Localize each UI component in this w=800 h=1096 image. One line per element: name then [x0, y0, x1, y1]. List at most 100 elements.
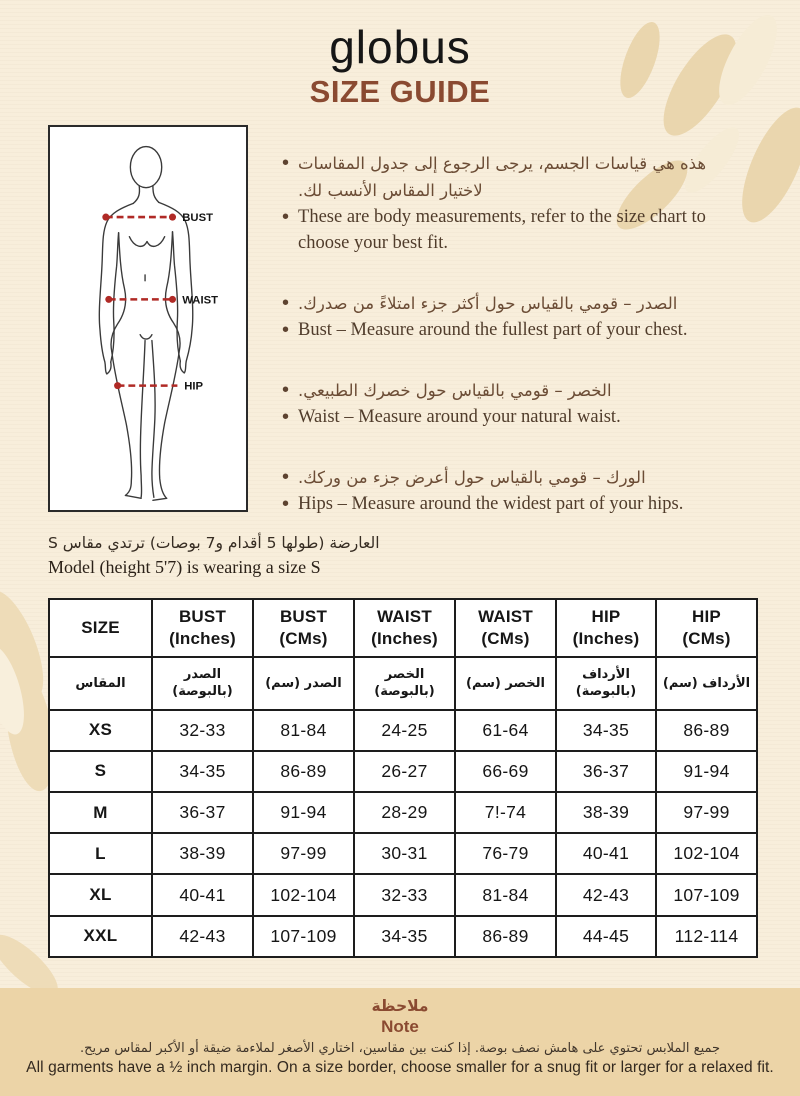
bullet-icon: • [282, 466, 290, 488]
header-cell-ar: الأرداف (سم) [655, 656, 758, 711]
bullet-icon: • [282, 152, 290, 174]
measure-lines [105, 215, 178, 387]
instruction-text-en: Waist – Measure around your natural wais… [298, 407, 621, 427]
instruction-item: • الورك – قومي بالقياس حول أعرض جزء من و… [282, 464, 729, 491]
instruction-item: • الصدر – قومي بالقياس حول أكثر جزء امتل… [282, 290, 729, 317]
header-cell-ar: الصدر (بالبوصة) [151, 656, 254, 711]
value-cell: 26-27 [353, 749, 456, 794]
table-row-xs: XS 32-33 81-84 24-25 61-64 34-35 86-89 [48, 708, 758, 752]
instruction-item: • Hips – Measure around the widest part … [282, 491, 729, 517]
size-chart-table: SIZE BUST (Inches) BUST (CMs) WAIST (Inches… [48, 597, 758, 959]
value-cell: 38-39 [555, 791, 657, 835]
bullet-icon: • [282, 406, 290, 428]
header-cell: HIP (Inches) [555, 597, 657, 659]
value-cell: 32-33 [353, 873, 456, 917]
table-row-l: L 38-39 97-99 30-31 76-79 40-41 102-104 [48, 832, 758, 876]
size-cell: M [48, 791, 153, 835]
note-body-en: All garments have a ½ inch margin. On a … [26, 1059, 774, 1076]
header-cell: WAIST (CMs) [454, 597, 557, 659]
model-size-note-en: Model (height 5'7) is wearing a size S [48, 557, 321, 577]
measurement-instructions: • هذه هي قياسات الجسم، يرجى الرجوع إلى ج… [282, 150, 729, 551]
instruction-text-en: Bust – Measure around the fullest part o… [298, 320, 688, 340]
value-cell: 42-43 [151, 914, 254, 959]
model-size-note: العارضة (طولها 5 أقدام و7 بوصات) ترتدي م… [48, 531, 380, 579]
note-section: ملاحظة Note جميع الملابس تحتوي على هامش … [0, 988, 800, 1096]
header-cell-ar: المقاس [48, 656, 153, 711]
hip-line-label: HIP [184, 381, 203, 393]
instruction-group-waist: • الخصر – قومي بالقياس حول خصرك الطبيعي.… [282, 377, 729, 430]
table-row-xl: XL 40-41 102-104 32-33 81-84 42-43 107-1… [48, 873, 758, 917]
value-cell: 91-94 [252, 791, 355, 835]
instruction-item: • الخصر – قومي بالقياس حول خصرك الطبيعي. [282, 377, 729, 404]
page-title: SIZE GUIDE [309, 74, 491, 109]
bullet-icon: • [282, 292, 290, 314]
value-cell: 112-114 [655, 914, 758, 959]
size-cell: XS [48, 708, 153, 752]
header-cell: HIP (CMs) [655, 597, 758, 659]
value-cell: 38-39 [151, 832, 254, 876]
value-cell: 102-104 [655, 832, 758, 876]
value-cell: 24-25 [353, 708, 456, 752]
value-cell: 30-31 [353, 832, 456, 876]
instruction-item: • Bust – Measure around the fullest part… [282, 317, 729, 343]
note-title-ar: ملاحظة [371, 997, 429, 1015]
value-cell: 66-69 [454, 749, 557, 794]
header-cell: SIZE [48, 597, 153, 659]
size-cell: S [48, 749, 153, 794]
table-header-row-en: SIZE BUST (Inches) BUST (CMs) WAIST (Inches… [48, 597, 758, 659]
value-cell: 32-33 [151, 708, 254, 752]
value-cell: 97-99 [252, 832, 355, 876]
size-cell: L [48, 832, 153, 876]
header-cell: WAIST (Inches) [353, 597, 456, 659]
header-cell-ar: الخصر (بالبوصة) [353, 656, 456, 711]
value-cell: 76-79 [454, 832, 557, 876]
value-cell: 86-89 [252, 749, 355, 794]
bullet-icon: • [282, 493, 290, 515]
value-cell: 34-35 [353, 914, 456, 959]
value-cell: 40-41 [151, 873, 254, 917]
waist-line-label: WAIST [182, 294, 218, 306]
bullet-icon: • [282, 319, 290, 341]
value-cell: 40-41 [555, 832, 657, 876]
value-cell: 107-109 [252, 914, 355, 959]
table-row-s: S 34-35 86-89 26-27 66-69 36-37 91-94 [48, 749, 758, 794]
body-measurement-diagram: BUST WAIST HIP [48, 125, 248, 512]
value-cell: 61-64 [454, 708, 557, 752]
instruction-text-en: These are body measurements, refer to th… [298, 207, 706, 253]
value-cell: 97-99 [655, 791, 758, 835]
value-cell: 86-89 [454, 914, 557, 959]
header-cell-ar: الخصر (سم) [454, 656, 557, 711]
instruction-group-general: • هذه هي قياسات الجسم، يرجى الرجوع إلى ج… [282, 150, 729, 256]
table-header-row-ar: المقاس الصدر (بالبوصة) الصدر (سم) الخصر … [48, 656, 758, 711]
female-figure-illustration: BUST WAIST HIP [98, 145, 218, 501]
value-cell: 81-84 [454, 873, 557, 917]
header-cell: BUST (CMs) [252, 597, 355, 659]
size-cell: XXL [48, 914, 153, 959]
bust-line-label: BUST [182, 212, 213, 224]
model-size-note-ar: العارضة (طولها 5 أقدام و7 بوصات) ترتدي م… [48, 534, 380, 552]
header-cell-ar: الصدر (سم) [252, 656, 355, 711]
value-cell: 7!-74 [454, 791, 557, 835]
brand-logo: globus [329, 21, 471, 73]
value-cell: 36-37 [151, 791, 254, 835]
instruction-item: • These are body measurements, refer to … [282, 204, 729, 256]
bullet-icon: • [282, 379, 290, 401]
instruction-text-ar: هذه هي قياسات الجسم، يرجى الرجوع إلى جدو… [298, 154, 707, 200]
instruction-text-ar: الخصر – قومي بالقياس حول خصرك الطبيعي. [298, 381, 612, 400]
note-title-en: Note [381, 1017, 419, 1036]
value-cell: 44-45 [555, 914, 657, 959]
size-cell: XL [48, 873, 153, 917]
instruction-text-en: Hips – Measure around the widest part of… [298, 494, 684, 514]
instruction-item: • Waist – Measure around your natural wa… [282, 404, 729, 430]
instruction-item: • هذه هي قياسات الجسم، يرجى الرجوع إلى ج… [282, 150, 729, 204]
value-cell: 107-109 [655, 873, 758, 917]
value-cell: 34-35 [555, 708, 657, 752]
header-cell: BUST (Inches) [151, 597, 254, 659]
value-cell: 86-89 [655, 708, 758, 752]
value-cell: 102-104 [252, 873, 355, 917]
table-row-m: M 36-37 91-94 28-29 7!-74 38-39 97-99 [48, 791, 758, 835]
value-cell: 42-43 [555, 873, 657, 917]
value-cell: 81-84 [252, 708, 355, 752]
value-cell: 36-37 [555, 749, 657, 794]
